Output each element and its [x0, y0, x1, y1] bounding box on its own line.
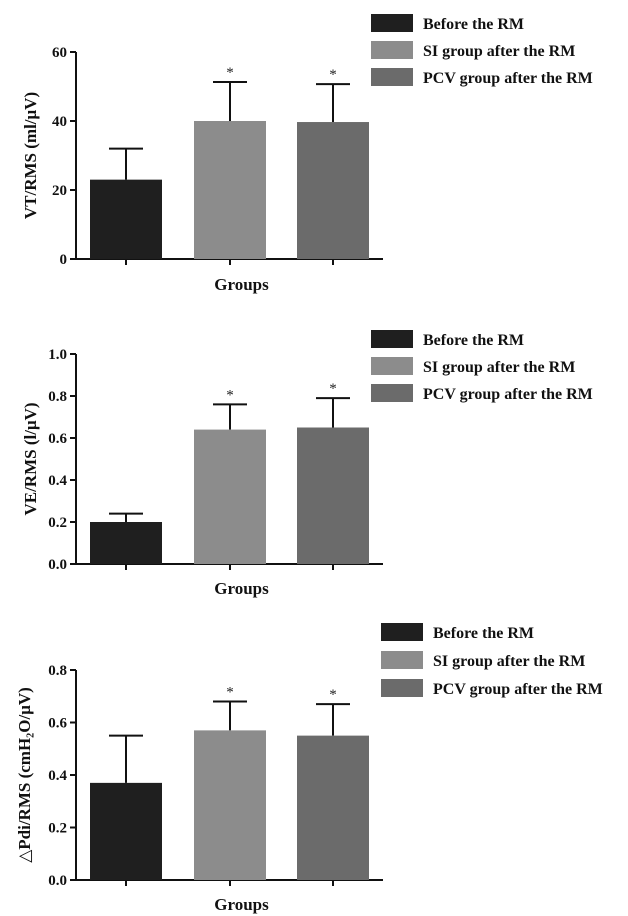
- chart-panel-3: 0.0 0.2 0.4 0.6 0.8 * * Groups △Pdi/RMS (cmH₂O/μ…: [0, 610, 628, 916]
- legend-label: PCV group after the RM: [433, 681, 603, 698]
- y-tick-label: 0.4: [48, 473, 67, 489]
- significance-marker: *: [226, 387, 234, 403]
- legend-swatch: [371, 384, 413, 402]
- chart-panel-1: 0 20 40 60 * * Groups VT/RMS (ml/μV) Before the …: [0, 0, 628, 300]
- significance-marker: *: [329, 687, 337, 703]
- legend-swatch: [381, 651, 423, 669]
- y-axis-label: △Pdi/RMS (cmH₂O/μV): [15, 687, 34, 863]
- bar: [90, 179, 162, 259]
- legend-swatch: [371, 14, 413, 32]
- y-tick-label: 0.8: [48, 389, 67, 405]
- bar: [90, 522, 162, 564]
- significance-marker: *: [226, 685, 234, 701]
- legend-label: PCV group after the RM: [423, 70, 593, 87]
- bar: [297, 122, 369, 259]
- y-tick-label: 0.6: [48, 716, 67, 732]
- y-tick-label: 0.0: [48, 557, 67, 573]
- y-tick-label: 1.0: [48, 347, 67, 363]
- x-axis-label: Groups: [214, 275, 269, 294]
- bar: [194, 730, 266, 880]
- legend-label: SI group after the RM: [423, 359, 575, 376]
- legend-swatch: [381, 679, 423, 697]
- y-tick-label: 0.4: [48, 768, 67, 784]
- y-tick-label: 0.8: [48, 663, 67, 679]
- legend-swatch: [371, 68, 413, 86]
- pdi-rms-chart: 0.0 0.2 0.4 0.6 0.8 * * Groups △Pdi/RMS (cmH₂O/μ…: [15, 623, 603, 914]
- significance-marker: *: [226, 65, 234, 81]
- legend-label: PCV group after the RM: [423, 386, 593, 403]
- y-tick-label: 0.2: [48, 821, 67, 837]
- bar: [297, 735, 369, 880]
- vt-rms-chart: 0 20 40 60 * * Groups VT/RMS (ml/μV) Before the …: [21, 14, 593, 294]
- ve-rms-chart: 0.0 0.2 0.4 0.6 0.8 1.0 * * Groups VE/RMS (l/μV) B…: [21, 330, 593, 598]
- y-axis-label: VE/RMS (l/μV): [21, 402, 40, 515]
- legend-swatch: [371, 357, 413, 375]
- legend-label: SI group after the RM: [433, 653, 585, 670]
- y-tick-label: 0.2: [48, 515, 67, 531]
- y-tick-label: 60: [52, 45, 67, 61]
- y-tick-label: 0.6: [48, 431, 67, 447]
- legend-label: SI group after the RM: [423, 43, 575, 60]
- significance-marker: *: [329, 381, 337, 397]
- bar: [90, 782, 162, 880]
- x-axis-label: Groups: [214, 579, 269, 598]
- y-tick-label: 0: [60, 252, 68, 268]
- bar: [297, 427, 369, 564]
- bar: [194, 429, 266, 564]
- legend-label: Before the RM: [423, 16, 524, 33]
- y-tick-label: 0.0: [48, 873, 67, 889]
- y-tick-label: 40: [52, 114, 67, 130]
- bar: [194, 121, 266, 259]
- y-axis-label: VT/RMS (ml/μV): [21, 92, 40, 219]
- significance-marker: *: [329, 67, 337, 83]
- chart-panel-2: 0.0 0.2 0.4 0.6 0.8 1.0 * * Groups VE/RMS (l/μV) B…: [0, 300, 628, 610]
- legend-label: Before the RM: [433, 625, 534, 642]
- legend-swatch: [381, 623, 423, 641]
- x-axis-label: Groups: [214, 895, 269, 914]
- legend-label: Before the RM: [423, 332, 524, 349]
- legend-swatch: [371, 41, 413, 59]
- y-tick-label: 20: [52, 183, 67, 199]
- legend-swatch: [371, 330, 413, 348]
